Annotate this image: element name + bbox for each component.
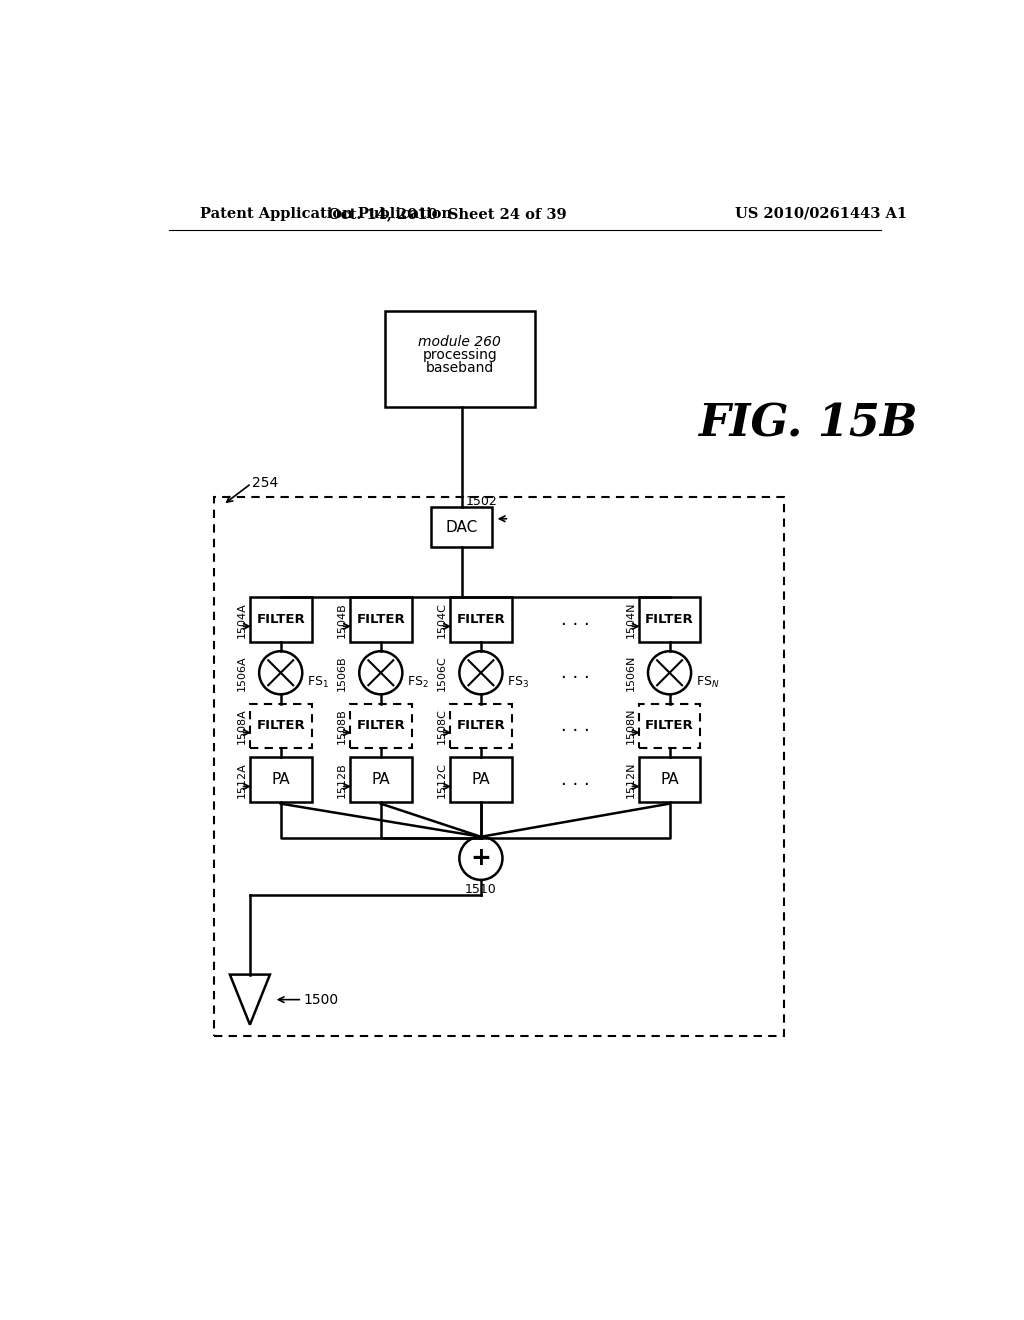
Text: 1512C: 1512C xyxy=(437,762,447,797)
Text: FILTER: FILTER xyxy=(356,719,406,733)
Text: 1512N: 1512N xyxy=(626,762,636,799)
Text: 1504A: 1504A xyxy=(237,602,247,638)
Bar xyxy=(350,704,412,748)
Text: FILTER: FILTER xyxy=(645,612,694,626)
Text: PA: PA xyxy=(660,772,679,787)
Text: module 260: module 260 xyxy=(418,335,501,348)
Text: Patent Application Publication: Patent Application Publication xyxy=(200,207,452,220)
Bar xyxy=(250,758,311,803)
Text: DAC: DAC xyxy=(445,520,478,535)
Text: FS$_{3}$: FS$_{3}$ xyxy=(507,675,529,689)
Bar xyxy=(350,758,412,803)
Polygon shape xyxy=(230,974,270,1024)
Text: 1512A: 1512A xyxy=(237,762,247,797)
Bar xyxy=(451,597,512,642)
Text: FS$_{N}$: FS$_{N}$ xyxy=(695,675,719,689)
Text: FS$_{1}$: FS$_{1}$ xyxy=(307,675,329,689)
Text: 1506B: 1506B xyxy=(337,655,347,690)
Text: FILTER: FILTER xyxy=(457,719,505,733)
Text: . . .: . . . xyxy=(561,664,590,681)
Circle shape xyxy=(460,837,503,880)
Circle shape xyxy=(460,651,503,694)
Text: 1504C: 1504C xyxy=(437,602,447,638)
Text: . . .: . . . xyxy=(561,771,590,789)
Circle shape xyxy=(259,651,302,694)
Text: FILTER: FILTER xyxy=(356,612,406,626)
Text: 254: 254 xyxy=(252,477,279,490)
Text: 1508N: 1508N xyxy=(626,708,636,744)
Text: 1504B: 1504B xyxy=(337,602,347,638)
Bar xyxy=(385,312,535,407)
Text: 1502: 1502 xyxy=(466,495,498,508)
Text: PA: PA xyxy=(472,772,490,787)
Bar xyxy=(451,704,512,748)
Text: 1508C: 1508C xyxy=(437,708,447,744)
Text: baseband: baseband xyxy=(426,362,494,375)
Text: . . .: . . . xyxy=(561,611,590,628)
Text: FILTER: FILTER xyxy=(256,612,305,626)
Bar xyxy=(214,498,783,1036)
Bar xyxy=(639,704,700,748)
Text: 1512B: 1512B xyxy=(337,762,347,797)
Text: PA: PA xyxy=(271,772,290,787)
Text: 1510: 1510 xyxy=(465,883,497,896)
Text: 1508A: 1508A xyxy=(237,708,247,743)
Text: 1504N: 1504N xyxy=(626,602,636,638)
Text: processing: processing xyxy=(422,348,497,362)
Bar xyxy=(451,758,512,803)
Bar xyxy=(250,597,311,642)
Text: FS$_{2}$: FS$_{2}$ xyxy=(407,675,429,689)
Text: +: + xyxy=(470,846,492,870)
Text: 1506C: 1506C xyxy=(437,655,447,690)
Circle shape xyxy=(648,651,691,694)
Text: 1506A: 1506A xyxy=(237,655,247,690)
Text: FILTER: FILTER xyxy=(457,612,505,626)
Bar xyxy=(639,597,700,642)
Bar xyxy=(431,507,493,548)
Text: . . .: . . . xyxy=(561,717,590,735)
Bar xyxy=(350,597,412,642)
Circle shape xyxy=(359,651,402,694)
Text: FILTER: FILTER xyxy=(256,719,305,733)
Text: PA: PA xyxy=(372,772,390,787)
Bar xyxy=(639,758,700,803)
Text: Oct. 14, 2010  Sheet 24 of 39: Oct. 14, 2010 Sheet 24 of 39 xyxy=(329,207,567,220)
Text: FILTER: FILTER xyxy=(645,719,694,733)
Text: 1506N: 1506N xyxy=(626,655,636,690)
Text: 1500: 1500 xyxy=(304,993,339,1007)
Bar xyxy=(250,704,311,748)
Text: US 2010/0261443 A1: US 2010/0261443 A1 xyxy=(735,207,907,220)
Text: FIG. 15B: FIG. 15B xyxy=(698,403,918,446)
Text: 1508B: 1508B xyxy=(337,708,347,743)
